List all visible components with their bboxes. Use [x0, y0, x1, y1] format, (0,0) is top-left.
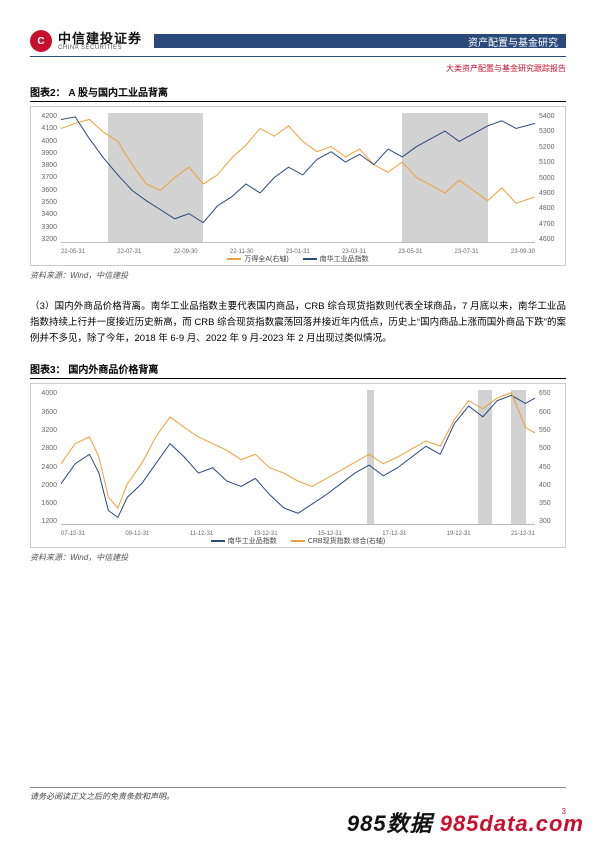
watermark-b: 985data.com: [440, 811, 584, 836]
page-header: C 中信建投证券 CHINA SECURITIES 资产配置与基金研究: [30, 30, 566, 52]
company-name-block: 中信建投证券 CHINA SECURITIES: [58, 32, 142, 51]
figure3-source: 资料来源：Wind，中信建投: [30, 552, 566, 563]
figure3-chart: 40003600320028002400200016001200 6506005…: [30, 383, 566, 548]
figure2-y-right: 540053005200510050004900480047004600: [539, 113, 563, 243]
figure2-plot: [61, 113, 535, 243]
figure3-plot: [61, 390, 535, 525]
watermark: 985数据 985data.com: [347, 806, 584, 838]
figure3-legend: 南华工业品指数CRB现货指数:综合(右轴): [31, 536, 565, 546]
company-name-cn: 中信建投证券: [58, 32, 142, 45]
header-rule: [30, 56, 566, 57]
company-name-en: CHINA SECURITIES: [58, 45, 142, 51]
figure2-source: 资料来源：Wind，中信建投: [30, 270, 566, 281]
footer-disclaimer: 请务必阅读正文之后的免责条款和声明。: [30, 787, 566, 802]
figure2-title: 图表2： A 股与国内工业品背离: [30, 84, 566, 102]
figure2-y-left: 4200410040003900380037003600350034003300…: [33, 113, 57, 243]
figure3-y-left: 40003600320028002400200016001200: [33, 390, 57, 525]
watermark-a: 985数据: [347, 811, 440, 836]
figure2-chart: 4200410040003900380037003600350034003300…: [30, 106, 566, 266]
figure3-title: 图表3： 国内外商品价格背离: [30, 361, 566, 379]
company-logo: C: [30, 30, 52, 52]
figure2-legend: 万得全A(右轴)南华工业品指数: [31, 254, 565, 264]
sub-heading: 大类资产配置与基金研究跟踪报告: [30, 63, 566, 74]
figure3-y-right: 650600550500450400350300: [539, 390, 563, 525]
header-banner: 资产配置与基金研究: [154, 34, 566, 48]
body-paragraph: （3）国内外商品价格背离。南华工业品指数主要代表国内商品，CRB 综合现货指数则…: [30, 299, 566, 347]
banner-text: 资产配置与基金研究: [468, 34, 558, 49]
